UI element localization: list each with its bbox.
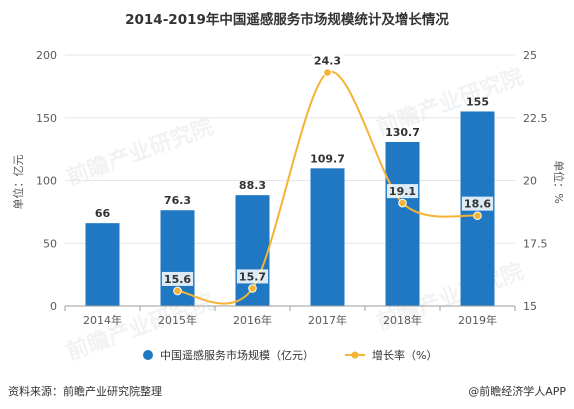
legend-bar-marker (143, 350, 153, 360)
line-labels: 15.6 15.7 24.3 19.1 18.6 (161, 53, 494, 286)
legend: 中国遥感服务市场规模（亿元） 增长率（%） (143, 348, 437, 362)
x-axis-tick-label: 2018年 (383, 313, 422, 327)
left-axis-tick-label: 100 (36, 175, 57, 188)
growth-point (248, 284, 257, 293)
growth-label-bg (461, 196, 494, 211)
bar-value-label: 130.7 (385, 126, 420, 139)
growth-value-label: 15.7 (239, 270, 266, 283)
bar-value-label: 66 (95, 207, 111, 220)
right-axis-tick-label: 17.5 (523, 237, 548, 250)
chart-title: 2014-2019年中国遥感服务市场规模统计及增长情况 (125, 11, 449, 28)
x-axis-tick-label: 2017年 (308, 313, 347, 327)
right-axis-tick-label: 22.5 (523, 112, 548, 125)
left-axis-tick-label: 200 (36, 49, 57, 62)
right-axis: 15 17.5 20 22.5 25 (523, 49, 548, 313)
watermark-text: 前瞻产业研究院 (63, 114, 217, 191)
growth-label-bg (386, 184, 419, 199)
x-axis-tick-label: 2019年 (458, 313, 497, 327)
bar-value-label: 76.3 (164, 194, 191, 207)
bar (385, 141, 420, 306)
growth-point (398, 198, 407, 208)
x-axis-tick-label: 2015年 (158, 313, 197, 327)
growth-value-label: 19.1 (389, 185, 416, 198)
bar-value-label: 155 (466, 95, 489, 108)
left-axis-tick-label: 150 (36, 112, 57, 125)
growth-point (323, 68, 332, 77)
left-axis: 0 50 100 150 200 (36, 49, 57, 313)
source-note: 资料来源：前瞻产业研究院整理 (8, 384, 162, 398)
legend-line-label: 增长率（%） (372, 348, 437, 362)
right-axis-tick-label: 20 (523, 175, 537, 188)
growth-value-label: 15.6 (164, 273, 191, 286)
brand-credit: @前瞻经济学人APP (468, 384, 566, 398)
legend-line-dot (351, 351, 359, 359)
legend-bar-label: 中国遥感服务市场规模（亿元） (160, 348, 314, 362)
left-axis-tick-label: 0 (50, 300, 57, 313)
bar-value-label: 88.3 (239, 179, 266, 192)
bar (85, 223, 120, 306)
bar-value-label: 109.7 (310, 152, 345, 165)
growth-value-label: 18.6 (464, 198, 491, 211)
growth-label-bg (311, 53, 344, 68)
growth-point (473, 211, 482, 220)
right-axis-tick-label: 25 (523, 49, 537, 62)
bar (310, 168, 345, 306)
growth-label-bg (161, 271, 194, 286)
right-axis-tick-label: 15 (523, 300, 537, 313)
growth-label-bg (236, 269, 269, 284)
left-axis-tick-label: 50 (43, 237, 57, 250)
x-axis: 2014年 2015年 2016年 2017年 2018年 2019年 (64, 305, 516, 327)
x-axis-tick-label: 2014年 (83, 313, 122, 327)
left-axis-title: 单位：亿元 (11, 155, 25, 210)
growth-point (173, 286, 182, 296)
right-axis-title: 单位：% (552, 160, 566, 203)
x-axis-tick-label: 2016年 (233, 313, 272, 327)
growth-line (173, 68, 482, 305)
grid (65, 54, 515, 244)
growth-value-label: 24.3 (314, 55, 341, 68)
bar-labels: 66 76.3 88.3 109.7 130.7 155 (95, 95, 489, 220)
